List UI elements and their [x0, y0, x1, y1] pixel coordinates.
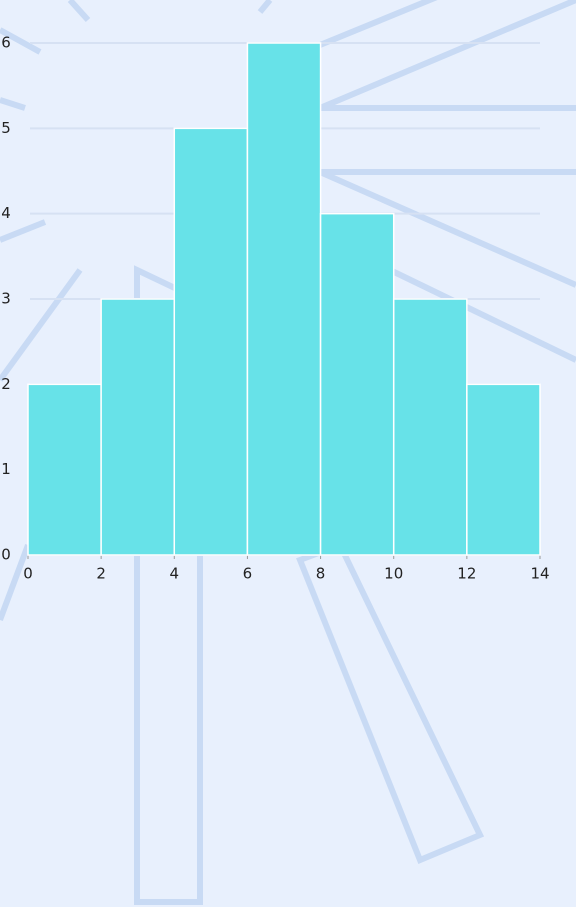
- decor-ray: [257, 0, 273, 14]
- y-tick-label: 4: [1, 204, 11, 222]
- y-tick-label: 6: [1, 34, 11, 52]
- decor-ray: [0, 97, 26, 111]
- y-tick-label: 0: [1, 546, 11, 564]
- x-tick-label: 12: [457, 565, 476, 583]
- decor-ray: [67, 0, 91, 23]
- histogram-bar: [319, 212, 395, 556]
- y-tick-label: 3: [1, 290, 11, 308]
- x-tick-label: 4: [170, 565, 180, 583]
- y-tick-label: 5: [1, 119, 11, 137]
- y-tick-label: 2: [1, 375, 11, 393]
- decor-ray: [318, 169, 576, 288]
- x-tick-label: 10: [384, 565, 403, 583]
- x-tick-label: 6: [243, 565, 253, 583]
- x-tick-label: 14: [530, 565, 549, 583]
- histogram-bar: [100, 298, 176, 556]
- decor-ray: [318, 0, 576, 111]
- decor-ray: [318, 0, 438, 48]
- decor-ray: [0, 27, 42, 55]
- decor-ray: [0, 268, 83, 382]
- decor-ray: [0, 543, 31, 622]
- x-tick-label: 2: [96, 565, 106, 583]
- x-tick-label: 0: [23, 565, 33, 583]
- decor-ray: [388, 267, 576, 363]
- histogram-bar: [173, 127, 249, 556]
- histogram-bar: [27, 383, 102, 556]
- y-tick-label: 1: [1, 460, 11, 478]
- histogram-bar: [246, 42, 322, 556]
- decor-ray: [0, 219, 47, 243]
- histogram-bar: [466, 383, 541, 556]
- histogram-bar: [392, 298, 468, 556]
- decor-shape: [296, 541, 485, 864]
- x-tick-label: 8: [316, 565, 326, 583]
